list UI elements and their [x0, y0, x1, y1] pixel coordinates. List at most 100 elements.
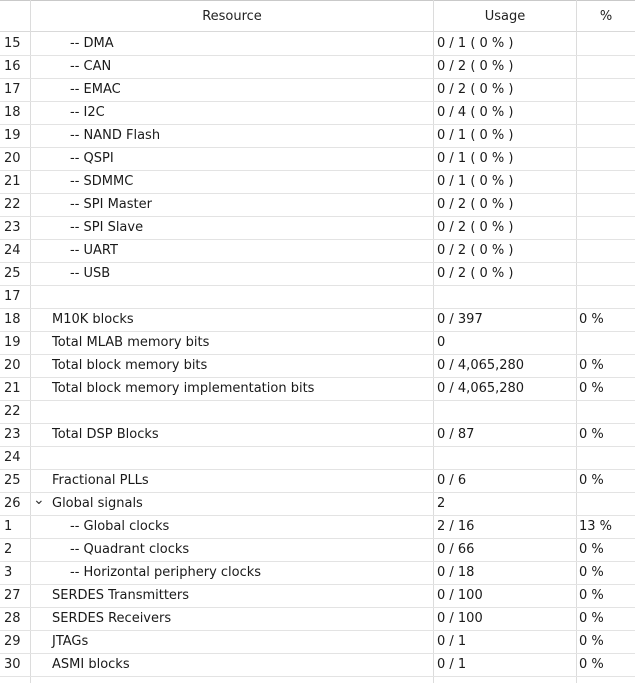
table-header: Resource Usage %: [0, 0, 635, 32]
chevron-down-icon[interactable]: ⌄: [33, 492, 45, 508]
usage-cell: 0 / 2 ( 0 % ): [437, 243, 514, 258]
usage-cell: 0 / 100: [437, 588, 483, 603]
column-header-usage[interactable]: Usage: [484, 9, 526, 24]
usage-cell: 0: [437, 335, 446, 350]
table-row[interactable]: 22: [0, 401, 635, 424]
table-row[interactable]: 17 -- EMAC 0 / 2 ( 0 % ): [0, 79, 635, 102]
percent-cell: 0 %: [579, 588, 604, 603]
table-row[interactable]: 25 Fractional PLLs 0 / 6 0 %: [0, 470, 635, 493]
table-row[interactable]: 24 -- UART 0 / 2 ( 0 % ): [0, 240, 635, 263]
percent-cell: 0 %: [579, 473, 604, 488]
percent-cell: 0 %: [579, 565, 604, 580]
resource-cell: -- SPI Slave: [70, 220, 144, 235]
resource-cell: -- CAN: [70, 59, 112, 74]
table-row[interactable]: 19 Total MLAB memory bits 0: [0, 332, 635, 355]
usage-cell: 0 / 4,065,280: [437, 381, 525, 396]
table-row[interactable]: 21 -- SDMMC 0 / 1 ( 0 % ): [0, 171, 635, 194]
column-divider[interactable]: [576, 0, 577, 683]
table-row[interactable]: 19 -- NAND Flash 0 / 1 ( 0 % ): [0, 125, 635, 148]
percent-cell: 0 %: [579, 634, 604, 649]
table-row[interactable]: 25 -- USB 0 / 2 ( 0 % ): [0, 263, 635, 286]
usage-cell: 2 / 16: [437, 519, 475, 534]
column-divider[interactable]: [433, 0, 434, 683]
row-number: 21: [4, 174, 21, 189]
usage-cell: 0 / 18: [437, 565, 475, 580]
percent-cell: 0 %: [579, 657, 604, 672]
row-number: 17: [4, 82, 21, 97]
table-row[interactable]: 28 SERDES Receivers 0 / 100 0 %: [0, 608, 635, 631]
usage-cell: 0 / 2 ( 0 % ): [437, 82, 514, 97]
table-row[interactable]: 17: [0, 286, 635, 309]
row-number: 18: [4, 105, 21, 120]
usage-cell: 0 / 100: [437, 611, 483, 626]
column-header-resource[interactable]: Resource: [202, 9, 262, 24]
resource-cell: -- Global clocks: [70, 519, 170, 534]
row-number: 30: [4, 657, 21, 672]
row-number: 15: [4, 36, 21, 51]
table-row[interactable]: 23 -- SPI Slave 0 / 2 ( 0 % ): [0, 217, 635, 240]
resource-cell: -- DMA: [70, 36, 114, 51]
usage-cell: 0 / 2 ( 0 % ): [437, 266, 514, 281]
resource-cell: -- QSPI: [70, 151, 114, 166]
row-number: 21: [4, 381, 21, 396]
percent-cell: 0 %: [579, 427, 604, 442]
row-number: 17: [4, 289, 21, 304]
resource-cell: Total MLAB memory bits: [52, 335, 210, 350]
table-row[interactable]: 26 ⌄ Global signals 2: [0, 492, 635, 516]
table-row[interactable]: 3 -- Horizontal periphery clocks 0 / 18 0 %: [0, 562, 635, 585]
table-row[interactable]: 20 -- QSPI 0 / 1 ( 0 % ): [0, 148, 635, 171]
column-divider: [30, 0, 31, 683]
resource-cell: -- Quadrant clocks: [70, 542, 190, 557]
usage-cell: 0 / 4,065,280: [437, 358, 525, 373]
row-number: 3: [4, 565, 13, 580]
percent-cell: 0 %: [579, 611, 604, 626]
table-row[interactable]: 30 ASMI blocks 0 / 1 0 %: [0, 654, 635, 677]
row-number: 18: [4, 312, 21, 327]
table-row[interactable]: 20 Total block memory bits 0 / 4,065,280 0 …: [0, 355, 635, 378]
table-row[interactable]: 2 -- Quadrant clocks 0 / 66 0 %: [0, 539, 635, 562]
table-row[interactable]: 15 -- DMA 0 / 1 ( 0 % ): [0, 33, 635, 56]
row-number: 2: [4, 542, 13, 557]
table-row[interactable]: 18 -- I2C 0 / 4 ( 0 % ): [0, 102, 635, 125]
table-row[interactable]: 1 -- Global clocks 2 / 16 13 %: [0, 516, 635, 539]
table-row[interactable]: 18 M10K blocks 0 / 397 0 %: [0, 309, 635, 332]
resource-cell: -- USB: [70, 266, 111, 281]
row-number: 1: [4, 519, 13, 534]
row-number: 22: [4, 197, 21, 212]
usage-cell: 0 / 1 ( 0 % ): [437, 36, 514, 51]
table-row[interactable]: 23 Total DSP Blocks 0 / 87 0 %: [0, 424, 635, 447]
row-number: 19: [4, 335, 21, 350]
usage-cell: 0 / 87: [437, 427, 475, 442]
usage-cell: 0 / 4 ( 0 % ): [437, 105, 514, 120]
row-number: 25: [4, 266, 21, 281]
row-number: 29: [4, 634, 21, 649]
resource-cell: -- SPI Master: [70, 197, 152, 212]
resource-cell: JTAGs: [52, 634, 89, 649]
resource-cell: -- I2C: [70, 105, 105, 120]
usage-cell: 0 / 1 ( 0 % ): [437, 174, 514, 189]
percent-cell: 13 %: [579, 519, 613, 534]
resource-cell: ASMI blocks: [52, 657, 130, 672]
table-row[interactable]: 29 JTAGs 0 / 1 0 %: [0, 631, 635, 654]
usage-cell: 0 / 2 ( 0 % ): [437, 59, 514, 74]
column-header-percent[interactable]: %: [599, 9, 613, 24]
usage-cell: 0 / 1: [437, 657, 467, 672]
usage-cell: 0 / 1 ( 0 % ): [437, 151, 514, 166]
row-number: 24: [4, 243, 21, 258]
resource-cell: Fractional PLLs: [52, 473, 149, 488]
table-row[interactable]: 24: [0, 447, 635, 470]
row-number: 19: [4, 128, 21, 143]
row-number: 28: [4, 611, 21, 626]
row-number: 25: [4, 473, 21, 488]
percent-cell: 0 %: [579, 312, 604, 327]
resource-cell: -- UART: [70, 243, 118, 258]
table-row[interactable]: 21 Total block memory implementation bits…: [0, 378, 635, 401]
table-row[interactable]: 22 -- SPI Master 0 / 2 ( 0 % ): [0, 194, 635, 217]
percent-cell: 0 %: [579, 542, 604, 557]
row-number: 23: [4, 220, 21, 235]
table-row[interactable]: 27 SERDES Transmitters 0 / 100 0 %: [0, 585, 635, 608]
resource-cell: Total DSP Blocks: [52, 427, 159, 442]
row-number: 27: [4, 588, 21, 603]
table-row[interactable]: 16 -- CAN 0 / 2 ( 0 % ): [0, 56, 635, 79]
